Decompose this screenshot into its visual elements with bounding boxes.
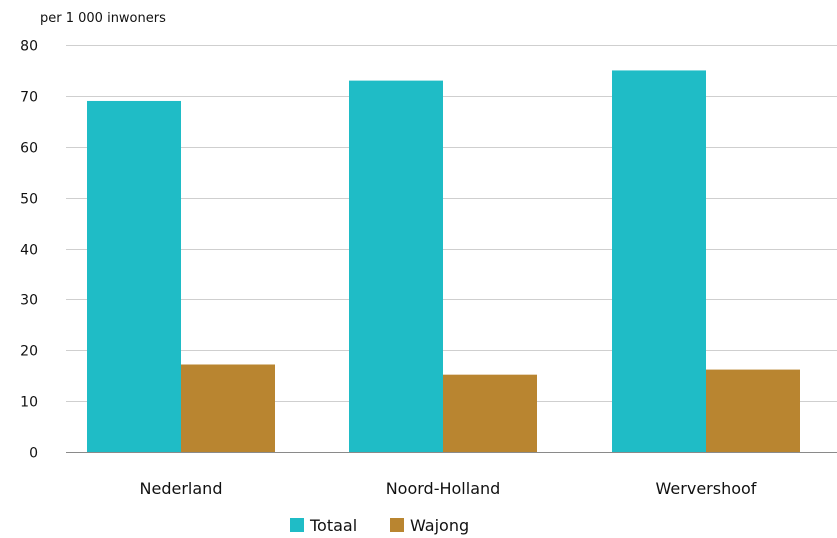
y-tick-label: 80 [20,39,38,55]
legend: Totaal Wajong [290,516,469,535]
y-tick-label: 50 [20,192,38,208]
bar-totaal-wervershoof [612,70,706,452]
x-category-label: Wervershoof [656,479,757,498]
y-tick-label: 0 [29,446,38,462]
y-axis-unit-label: per 1 000 inwoners [40,11,166,26]
x-category-label: Nederland [140,479,223,498]
legend-swatch-wajong [390,518,404,532]
y-tick-label: 70 [20,90,38,106]
y-tick-label: 10 [20,395,38,411]
bar-totaal-noord-holland [349,80,443,453]
legend-label-wajong: Wajong [410,516,469,535]
legend-swatch-totaal [290,518,304,532]
y-tick-label: 30 [20,293,38,309]
bar-totaal-nederland [87,100,181,453]
bar-wajong-wervershoof [706,369,800,452]
bars [87,70,800,453]
bar-wajong-nederland [181,364,275,452]
legend-label-totaal: Totaal [309,516,357,535]
axis-labels: 0 10 20 30 40 50 60 70 80 Nederland Noord-Holland W… [20,39,757,499]
bar-wajong-noord-holland [443,374,537,452]
y-tick-label: 40 [20,243,38,259]
y-tick-label: 60 [20,141,38,157]
y-tick-label: 20 [20,344,38,360]
x-category-label: Noord-Holland [386,479,501,498]
